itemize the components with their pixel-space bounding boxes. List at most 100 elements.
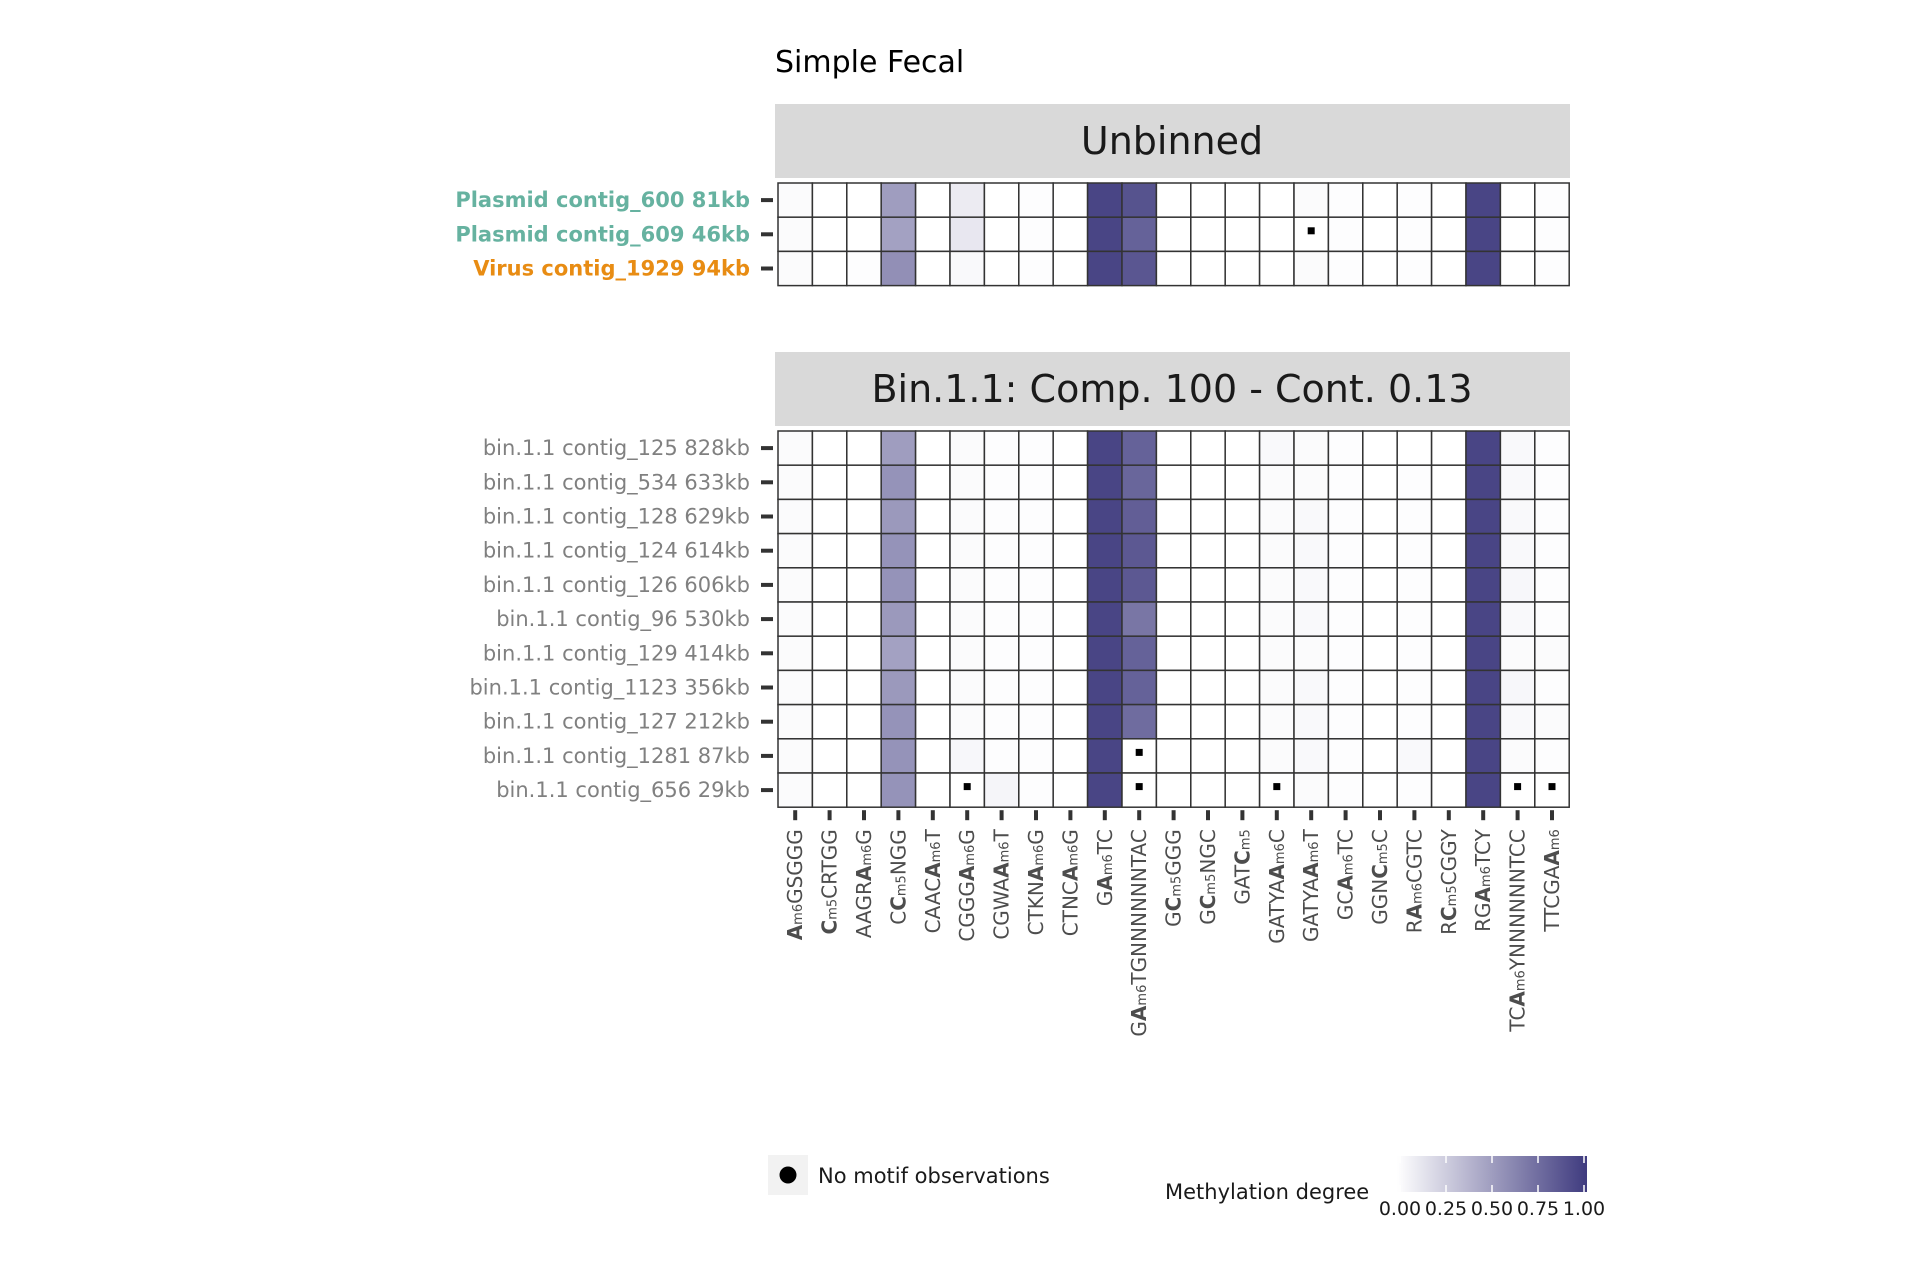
legend-missing-label: No motif observations bbox=[818, 1164, 1050, 1188]
heatmap-cell bbox=[1258, 430, 1295, 466]
heatmap-cell bbox=[1190, 498, 1226, 535]
heatmap-cell bbox=[1121, 430, 1158, 466]
heatmap-cell bbox=[1052, 430, 1089, 466]
heatmap-cell bbox=[1534, 216, 1570, 253]
heatmap-cell bbox=[1293, 772, 1330, 808]
chart-title: Simple Fecal bbox=[775, 45, 964, 80]
heatmap-cell bbox=[1396, 250, 1433, 287]
heatmap-cell bbox=[1018, 738, 1054, 774]
panel-strip bbox=[775, 104, 1570, 178]
heatmap-cell bbox=[880, 772, 917, 808]
heatmap-cell bbox=[846, 430, 882, 466]
heatmap-cell bbox=[1396, 464, 1433, 501]
heatmap-cell bbox=[949, 567, 986, 603]
heatmap-cell bbox=[1052, 182, 1089, 218]
heatmap-cell bbox=[1155, 430, 1192, 466]
heatmap-cell bbox=[1052, 635, 1089, 672]
heatmap-cell bbox=[1327, 669, 1364, 706]
heatmap-cell bbox=[880, 669, 917, 706]
heatmap-cell bbox=[1430, 738, 1467, 774]
heatmap-cell bbox=[1086, 250, 1123, 287]
heatmap-cell bbox=[1430, 703, 1467, 740]
heatmap-cell bbox=[1190, 669, 1226, 706]
heatmap-cell bbox=[914, 635, 951, 672]
heatmap-cell bbox=[1362, 498, 1398, 535]
heatmap-cell bbox=[1465, 498, 1502, 535]
heatmap-cell bbox=[1224, 703, 1261, 740]
heatmap-cell bbox=[1327, 635, 1364, 672]
heatmap-cell bbox=[914, 669, 951, 706]
heatmap-cell bbox=[880, 635, 917, 672]
heatmap-cell bbox=[1362, 182, 1398, 218]
heatmap-cell bbox=[1086, 464, 1123, 501]
heatmap-cell bbox=[1465, 669, 1502, 706]
heatmap-cell bbox=[1534, 703, 1570, 740]
heatmap-cell bbox=[1121, 635, 1158, 672]
legend: No motif observations Methylation degree… bbox=[768, 1155, 1605, 1220]
heatmap-cell bbox=[1052, 464, 1089, 501]
heatmap-cell bbox=[1155, 635, 1192, 672]
heatmap-cell bbox=[914, 601, 951, 637]
heatmap-cell bbox=[777, 182, 814, 218]
heatmap-cell bbox=[1018, 772, 1054, 808]
heatmap-cell bbox=[1086, 567, 1123, 603]
row-label: bin.1.1 contig_124 614kb bbox=[483, 539, 750, 564]
heatmap-cell bbox=[949, 464, 986, 501]
heatmap-cell bbox=[811, 464, 848, 501]
heatmap-cell bbox=[1258, 216, 1295, 253]
heatmap-cell bbox=[1018, 182, 1054, 218]
heatmap-cell bbox=[880, 567, 917, 603]
heatmap-cell bbox=[1465, 772, 1502, 808]
heatmap-cell bbox=[1190, 464, 1226, 501]
heatmap-cell bbox=[1430, 464, 1467, 501]
x-tick-label: GCAm6TC bbox=[1334, 829, 1358, 920]
row-label: bin.1.1 contig_96 530kb bbox=[496, 607, 750, 632]
heatmap-cell bbox=[777, 567, 814, 603]
heatmap-cell bbox=[1534, 738, 1570, 774]
heatmap-cell bbox=[949, 635, 986, 672]
heatmap-cell bbox=[1086, 182, 1123, 218]
heatmap-cell bbox=[1362, 669, 1398, 706]
row-label: Virus contig_1929 94kb bbox=[473, 257, 750, 281]
heatmap-cell bbox=[1052, 250, 1089, 287]
heatmap-cell bbox=[1465, 567, 1502, 603]
heatmap-cell bbox=[1465, 532, 1502, 569]
x-tick-label: CTNCAm6G bbox=[1058, 829, 1082, 936]
heatmap-cell bbox=[1155, 182, 1192, 218]
heatmap-cell bbox=[811, 635, 848, 672]
heatmap-cell bbox=[1465, 430, 1502, 466]
heatmap-cell bbox=[949, 669, 986, 706]
heatmap-cell bbox=[1430, 601, 1467, 637]
heatmap-cell bbox=[1293, 738, 1330, 774]
x-tick-label: GAm6TC bbox=[1093, 829, 1117, 906]
heatmap-cell bbox=[1258, 567, 1295, 603]
heatmap-cell bbox=[846, 567, 882, 603]
heatmap-cell bbox=[1293, 703, 1330, 740]
heatmap-cell bbox=[914, 430, 951, 466]
heatmap-cell bbox=[1430, 430, 1467, 466]
heatmap-cell bbox=[1534, 182, 1570, 218]
heatmap-cell bbox=[1362, 464, 1398, 501]
heatmap-cell bbox=[846, 532, 882, 569]
heatmap-cell bbox=[1499, 532, 1536, 569]
heatmap-grid: bin.1.1 contig_125 828kb bin.1.1 contig_5… bbox=[469, 430, 1570, 808]
heatmap-cell bbox=[777, 532, 814, 569]
heatmap-cell bbox=[1293, 464, 1330, 501]
heatmap-cell bbox=[880, 601, 917, 637]
colorbar-tick-label: 1.00 bbox=[1563, 1198, 1605, 1220]
heatmap-cell bbox=[777, 498, 814, 535]
row-label: bin.1.1 contig_125 828kb bbox=[483, 436, 750, 461]
x-tick-label: GATYAAm6T bbox=[1299, 828, 1323, 942]
heatmap-cell bbox=[1018, 703, 1054, 740]
heatmap-cell bbox=[1396, 601, 1433, 637]
heatmap-cell bbox=[1327, 216, 1364, 253]
heatmap-cell bbox=[1362, 430, 1398, 466]
heatmap-cell bbox=[1190, 430, 1226, 466]
heatmap-cell bbox=[1190, 182, 1226, 218]
heatmap-cell bbox=[811, 498, 848, 535]
missing-marker bbox=[1273, 783, 1281, 791]
heatmap-cell bbox=[1465, 738, 1502, 774]
heatmap-cell bbox=[1121, 703, 1158, 740]
heatmap-cell bbox=[846, 182, 882, 218]
x-tick-label: CCm5NGG bbox=[886, 829, 910, 925]
